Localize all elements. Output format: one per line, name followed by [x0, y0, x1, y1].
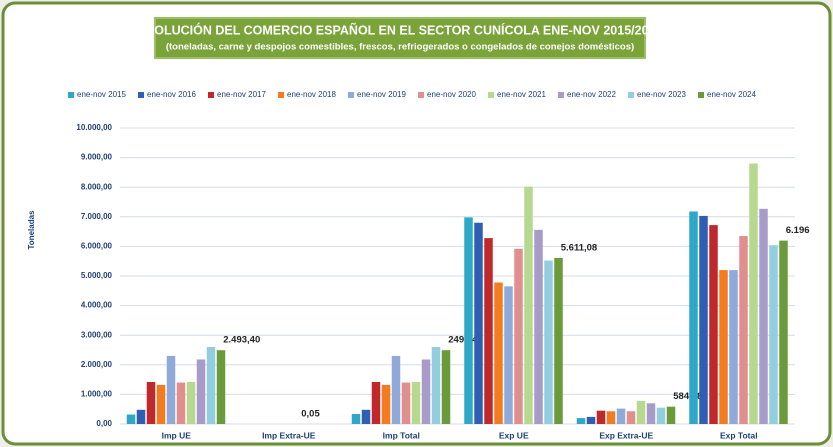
chart-subtitle: (toneladas, carne y despojos comestibles… [166, 42, 634, 53]
bar [729, 270, 738, 424]
bar [699, 215, 708, 424]
bar [494, 282, 503, 424]
bar [554, 257, 563, 424]
y-tick-label: 4.000,00 [81, 301, 113, 310]
bar [646, 403, 656, 424]
bar [626, 411, 636, 424]
legend-label: ene-nov 2024 [707, 90, 756, 99]
bar [156, 384, 166, 424]
bar [381, 384, 391, 424]
legend-swatch [138, 92, 144, 98]
legend-swatch [348, 92, 354, 98]
legend-swatch [418, 92, 424, 98]
bar [126, 414, 136, 424]
bar [464, 217, 473, 424]
bar [656, 407, 666, 424]
bar [739, 236, 748, 424]
bar [666, 406, 676, 424]
legend-label: ene-nov 2019 [357, 90, 406, 99]
bar [391, 355, 401, 424]
y-tick-label: 1.000,00 [81, 390, 113, 399]
y-tick-label: 9.000,00 [81, 153, 113, 162]
data-label: 0,05 [301, 409, 320, 420]
x-tick-label: Imp UE [162, 430, 192, 440]
x-tick-label: Imp Extra-UE [262, 430, 316, 440]
bar [206, 347, 216, 424]
legend-swatch [488, 92, 494, 98]
bar [769, 245, 778, 424]
x-tick-label: Exp Extra-UE [599, 430, 653, 440]
bar [719, 270, 728, 424]
legend-label: ene-nov 2022 [567, 90, 616, 99]
bar [176, 382, 186, 424]
bar [361, 409, 371, 424]
bar [689, 211, 698, 424]
y-tick-label: 2.000,00 [81, 360, 113, 369]
bar [586, 416, 596, 424]
legend-label: ene-nov 2023 [637, 90, 686, 99]
bar [216, 350, 226, 424]
y-tick-label: 5.000,00 [81, 271, 113, 280]
bar [596, 410, 606, 424]
bar [544, 260, 553, 424]
bar [441, 350, 451, 424]
bar [421, 359, 431, 424]
bar [431, 347, 441, 424]
bar [759, 208, 768, 424]
bar [616, 408, 626, 424]
bar [474, 222, 483, 424]
bar [186, 381, 196, 424]
bar [534, 229, 543, 424]
chart-title: EVOLUCIÓN DEL COMERCIO ESPAÑOL EN EL SEC… [138, 22, 663, 37]
bar [196, 359, 206, 424]
bar [371, 381, 381, 424]
y-axis-label: Toneladas [27, 210, 36, 250]
data-label: 2.493,40 [223, 335, 260, 346]
legend-label: ene-nov 2017 [217, 90, 266, 99]
data-label: 5.611,08 [561, 242, 597, 253]
bar [749, 163, 758, 424]
bar [146, 381, 156, 424]
y-tick-label: 7.000,00 [81, 212, 113, 221]
bar [636, 400, 646, 424]
legend-swatch [68, 92, 74, 98]
legend-label: ene-nov 2018 [287, 90, 336, 99]
legend-swatch [208, 92, 214, 98]
legend-swatch [698, 92, 704, 98]
y-tick-label: 10.000,00 [76, 123, 112, 132]
bar [484, 238, 493, 424]
bar [136, 409, 146, 424]
data-label: 6.196 [786, 225, 810, 236]
bar [779, 240, 788, 424]
bar [514, 248, 523, 424]
bar [166, 355, 176, 424]
bar [606, 411, 616, 424]
title-box [154, 17, 646, 59]
legend-label: ene-nov 2015 [77, 90, 126, 99]
bar [411, 381, 421, 424]
legend-label: ene-nov 2020 [427, 90, 476, 99]
bar [576, 418, 586, 424]
y-tick-label: 8.000,00 [81, 182, 113, 191]
bar [351, 413, 361, 424]
bar [401, 382, 411, 424]
legend-swatch [278, 92, 284, 98]
y-tick-label: 6.000,00 [81, 242, 113, 251]
y-tick-label: 3.000,00 [81, 330, 113, 339]
x-tick-label: Exp Total [720, 430, 758, 440]
data-label: 584,98 [673, 391, 702, 402]
legend-swatch [628, 92, 634, 98]
legend-label: ene-nov 2021 [497, 90, 546, 99]
bar [524, 186, 533, 424]
y-tick-label: 0,00 [96, 419, 112, 428]
legend-label: ene-nov 2016 [147, 90, 196, 99]
x-tick-label: Imp Total [383, 430, 420, 440]
bar [709, 225, 718, 424]
bar [504, 286, 513, 424]
legend-swatch [558, 92, 564, 98]
x-tick-label: Exp UE [499, 430, 529, 440]
